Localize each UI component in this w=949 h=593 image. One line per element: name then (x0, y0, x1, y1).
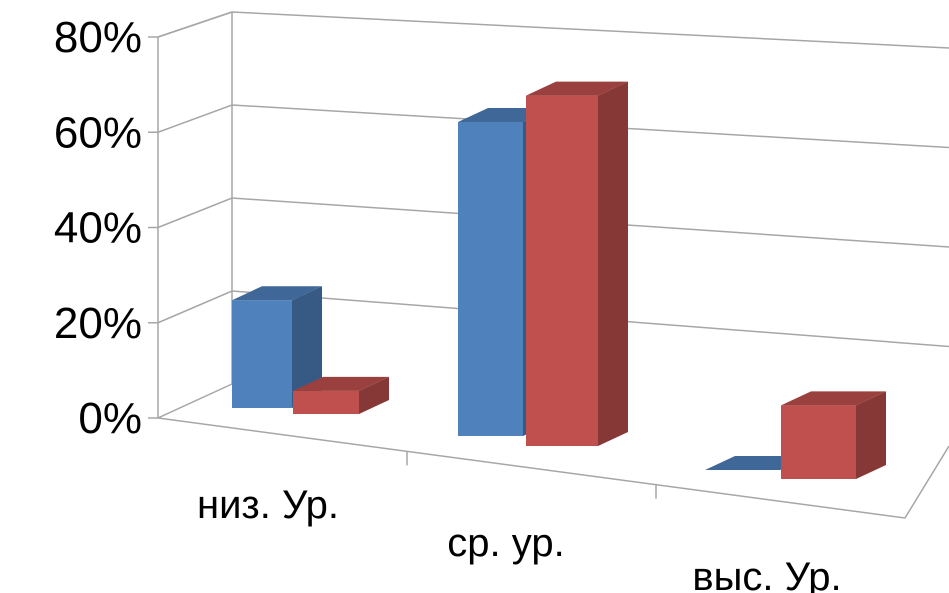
bar (232, 286, 322, 408)
bar-side-face (292, 286, 322, 408)
bar-front-face (526, 95, 598, 447)
bar-front-face (781, 405, 856, 479)
y-tick-labels: 0% 20% 40% 60% 80% (54, 13, 142, 443)
y-tick-label: 0% (78, 394, 142, 443)
bar-front-face (232, 300, 292, 408)
bar (526, 81, 628, 447)
bar-top-face (526, 81, 628, 96)
bars (232, 81, 886, 479)
bar-front-face (458, 122, 523, 437)
y-tick-label: 20% (54, 299, 142, 348)
bar-top-face (232, 286, 322, 301)
side-wall-top-edge (157, 11, 233, 38)
y-tick-label: 80% (54, 13, 142, 62)
bar-top-face (293, 376, 389, 391)
y-tick-label: 60% (54, 108, 142, 157)
bar-side-face (856, 391, 886, 479)
bar-front-face (293, 390, 359, 414)
x-category-labels: низ. Ур. ср. ур. выс. Ур. (197, 483, 842, 593)
bar (293, 376, 389, 414)
bar-side-face (359, 376, 389, 414)
floor-outline (155, 383, 949, 519)
x-category-label: выс. Ур. (692, 555, 841, 593)
bar-side-face (598, 81, 628, 447)
gridline (157, 11, 949, 49)
bar (781, 391, 886, 479)
x-category-label: низ. Ур. (197, 483, 339, 527)
y-tick-label: 40% (54, 204, 142, 253)
bar-top-face (781, 391, 886, 406)
x-category-label: ср. ур. (447, 521, 564, 565)
